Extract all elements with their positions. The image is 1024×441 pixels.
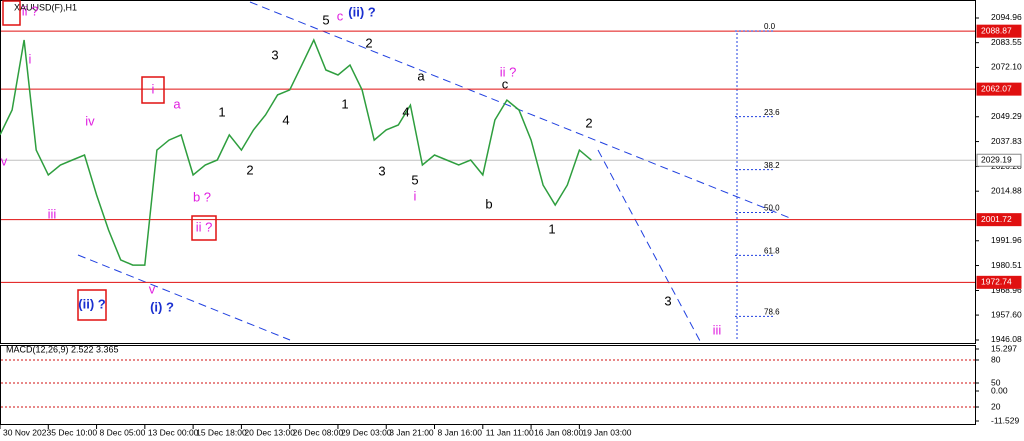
wave-label: (ii) ?	[78, 296, 105, 311]
macd-axis-label: 15.297	[991, 343, 1017, 353]
wave-label: i	[414, 188, 417, 203]
y-tick-label: 2094.96	[991, 12, 1022, 22]
level-tag	[976, 213, 1022, 227]
level-label: 2062.07	[981, 83, 1012, 93]
trend-line	[249, 1, 791, 219]
x-tick-label: 3 Jan 21:00	[389, 427, 434, 437]
level-tag	[976, 82, 1022, 96]
x-tick-label: 8 Dec 05:00	[100, 427, 146, 437]
x-tick-label: 30 Nov 2023	[3, 427, 51, 437]
level-tag	[976, 24, 1022, 38]
wave-label: v	[1, 153, 8, 168]
wave-label: (ii) ?	[348, 4, 375, 19]
x-tick-label: 8 Jan 16:00	[438, 427, 483, 437]
level-label: 1972.74	[981, 277, 1012, 287]
wave-label: 5	[322, 12, 329, 27]
wave-label: 4	[402, 104, 409, 119]
wave-label: c	[502, 76, 509, 91]
y-tick-label: 1968.96	[991, 285, 1022, 295]
wave-box	[2, 0, 21, 26]
y-tick-label: 2072.10	[991, 62, 1022, 72]
macd-axis-label: 50	[991, 377, 1001, 387]
x-tick-label: 13 Dec 00:00	[148, 427, 199, 437]
fib-label: 50.0	[764, 204, 780, 213]
wave-box	[141, 76, 165, 104]
macd-axis-label: 80	[991, 354, 1001, 364]
y-tick-label: 2037.83	[991, 136, 1022, 146]
wave-label: 5	[411, 172, 418, 187]
x-tick-label: 29 Dec 03:00	[341, 427, 392, 437]
y-tick-label: 2083.55	[991, 37, 1022, 47]
x-tick-label: 19 Jan 03:00	[582, 427, 631, 437]
wave-label: 4	[282, 112, 289, 127]
level-label: 2029.19	[981, 154, 1012, 164]
wave-label: 1	[341, 96, 348, 111]
symbol-title: XAUUSD(F),H1	[14, 2, 77, 12]
projection-line	[597, 149, 701, 342]
fib-label: 78.6	[764, 307, 780, 316]
y-tick-label: 2049.29	[991, 111, 1022, 121]
level-label: 2088.87	[981, 25, 1012, 35]
wave-label: (i) ?	[150, 299, 174, 314]
level-label: 2001.72	[981, 214, 1012, 224]
wave-label: b ?	[193, 189, 211, 204]
wave-label: 2	[365, 35, 372, 50]
level-tag	[976, 153, 1022, 167]
wave-label: c	[337, 8, 344, 23]
price-panel	[0, 0, 976, 344]
fib-label: 0.0	[764, 22, 776, 31]
wave-label: i	[152, 81, 155, 96]
macd-panel	[0, 345, 976, 425]
macd-axis-label: 0.00	[991, 385, 1008, 395]
fib-label: 61.8	[764, 246, 780, 255]
macd-axis-label: 20	[991, 401, 1001, 411]
level-tag	[976, 275, 1022, 289]
x-tick-label: 16 Jan 08:00	[534, 427, 583, 437]
x-tick-label: 26 Dec 08:00	[293, 427, 344, 437]
price-line	[0, 38, 592, 266]
wave-box	[77, 289, 107, 321]
wave-label: 1	[548, 221, 555, 236]
fib-label: 38.2	[764, 161, 780, 170]
y-tick-label: 1980.51	[991, 260, 1022, 270]
wave-label: a	[173, 96, 181, 111]
wave-label: 2	[246, 162, 253, 177]
wave-label: i	[29, 51, 32, 66]
x-tick-label: 5 Dec 10:00	[51, 427, 97, 437]
wave-label: a	[417, 68, 425, 83]
wave-label: ii ?	[22, 3, 39, 18]
wave-label: v	[149, 281, 156, 296]
y-tick-label: 1991.96	[991, 235, 1022, 245]
fib-label: 23.6	[764, 108, 780, 117]
x-tick-label: 11 Jan 11:00	[486, 427, 534, 437]
wave-label: ii ?	[196, 219, 213, 234]
macd-axis-label: -11.529	[991, 415, 1019, 425]
wave-label: 3	[271, 47, 278, 62]
y-tick-label: 1946.08	[991, 334, 1022, 344]
wave-label: 3	[378, 163, 385, 178]
y-tick-label: 1957.60	[991, 309, 1022, 319]
wave-label: iv	[85, 113, 95, 128]
wave-label: ii ?	[500, 64, 517, 79]
wave-label: iii	[713, 322, 722, 337]
wave-label: 1	[218, 104, 225, 119]
wave-box	[191, 215, 217, 241]
macd-title: MACD(12,26,9) 2.522 3.365	[6, 344, 119, 354]
wave-label: 2	[585, 115, 592, 130]
wave-label: 3	[664, 293, 671, 308]
wave-label: iii	[48, 206, 57, 221]
y-tick-label: 2014.88	[991, 185, 1022, 195]
x-tick-label: 20 Dec 13:00	[244, 427, 295, 437]
wave-label: b	[485, 196, 492, 211]
x-tick-label: 15 Dec 18:00	[196, 427, 247, 437]
